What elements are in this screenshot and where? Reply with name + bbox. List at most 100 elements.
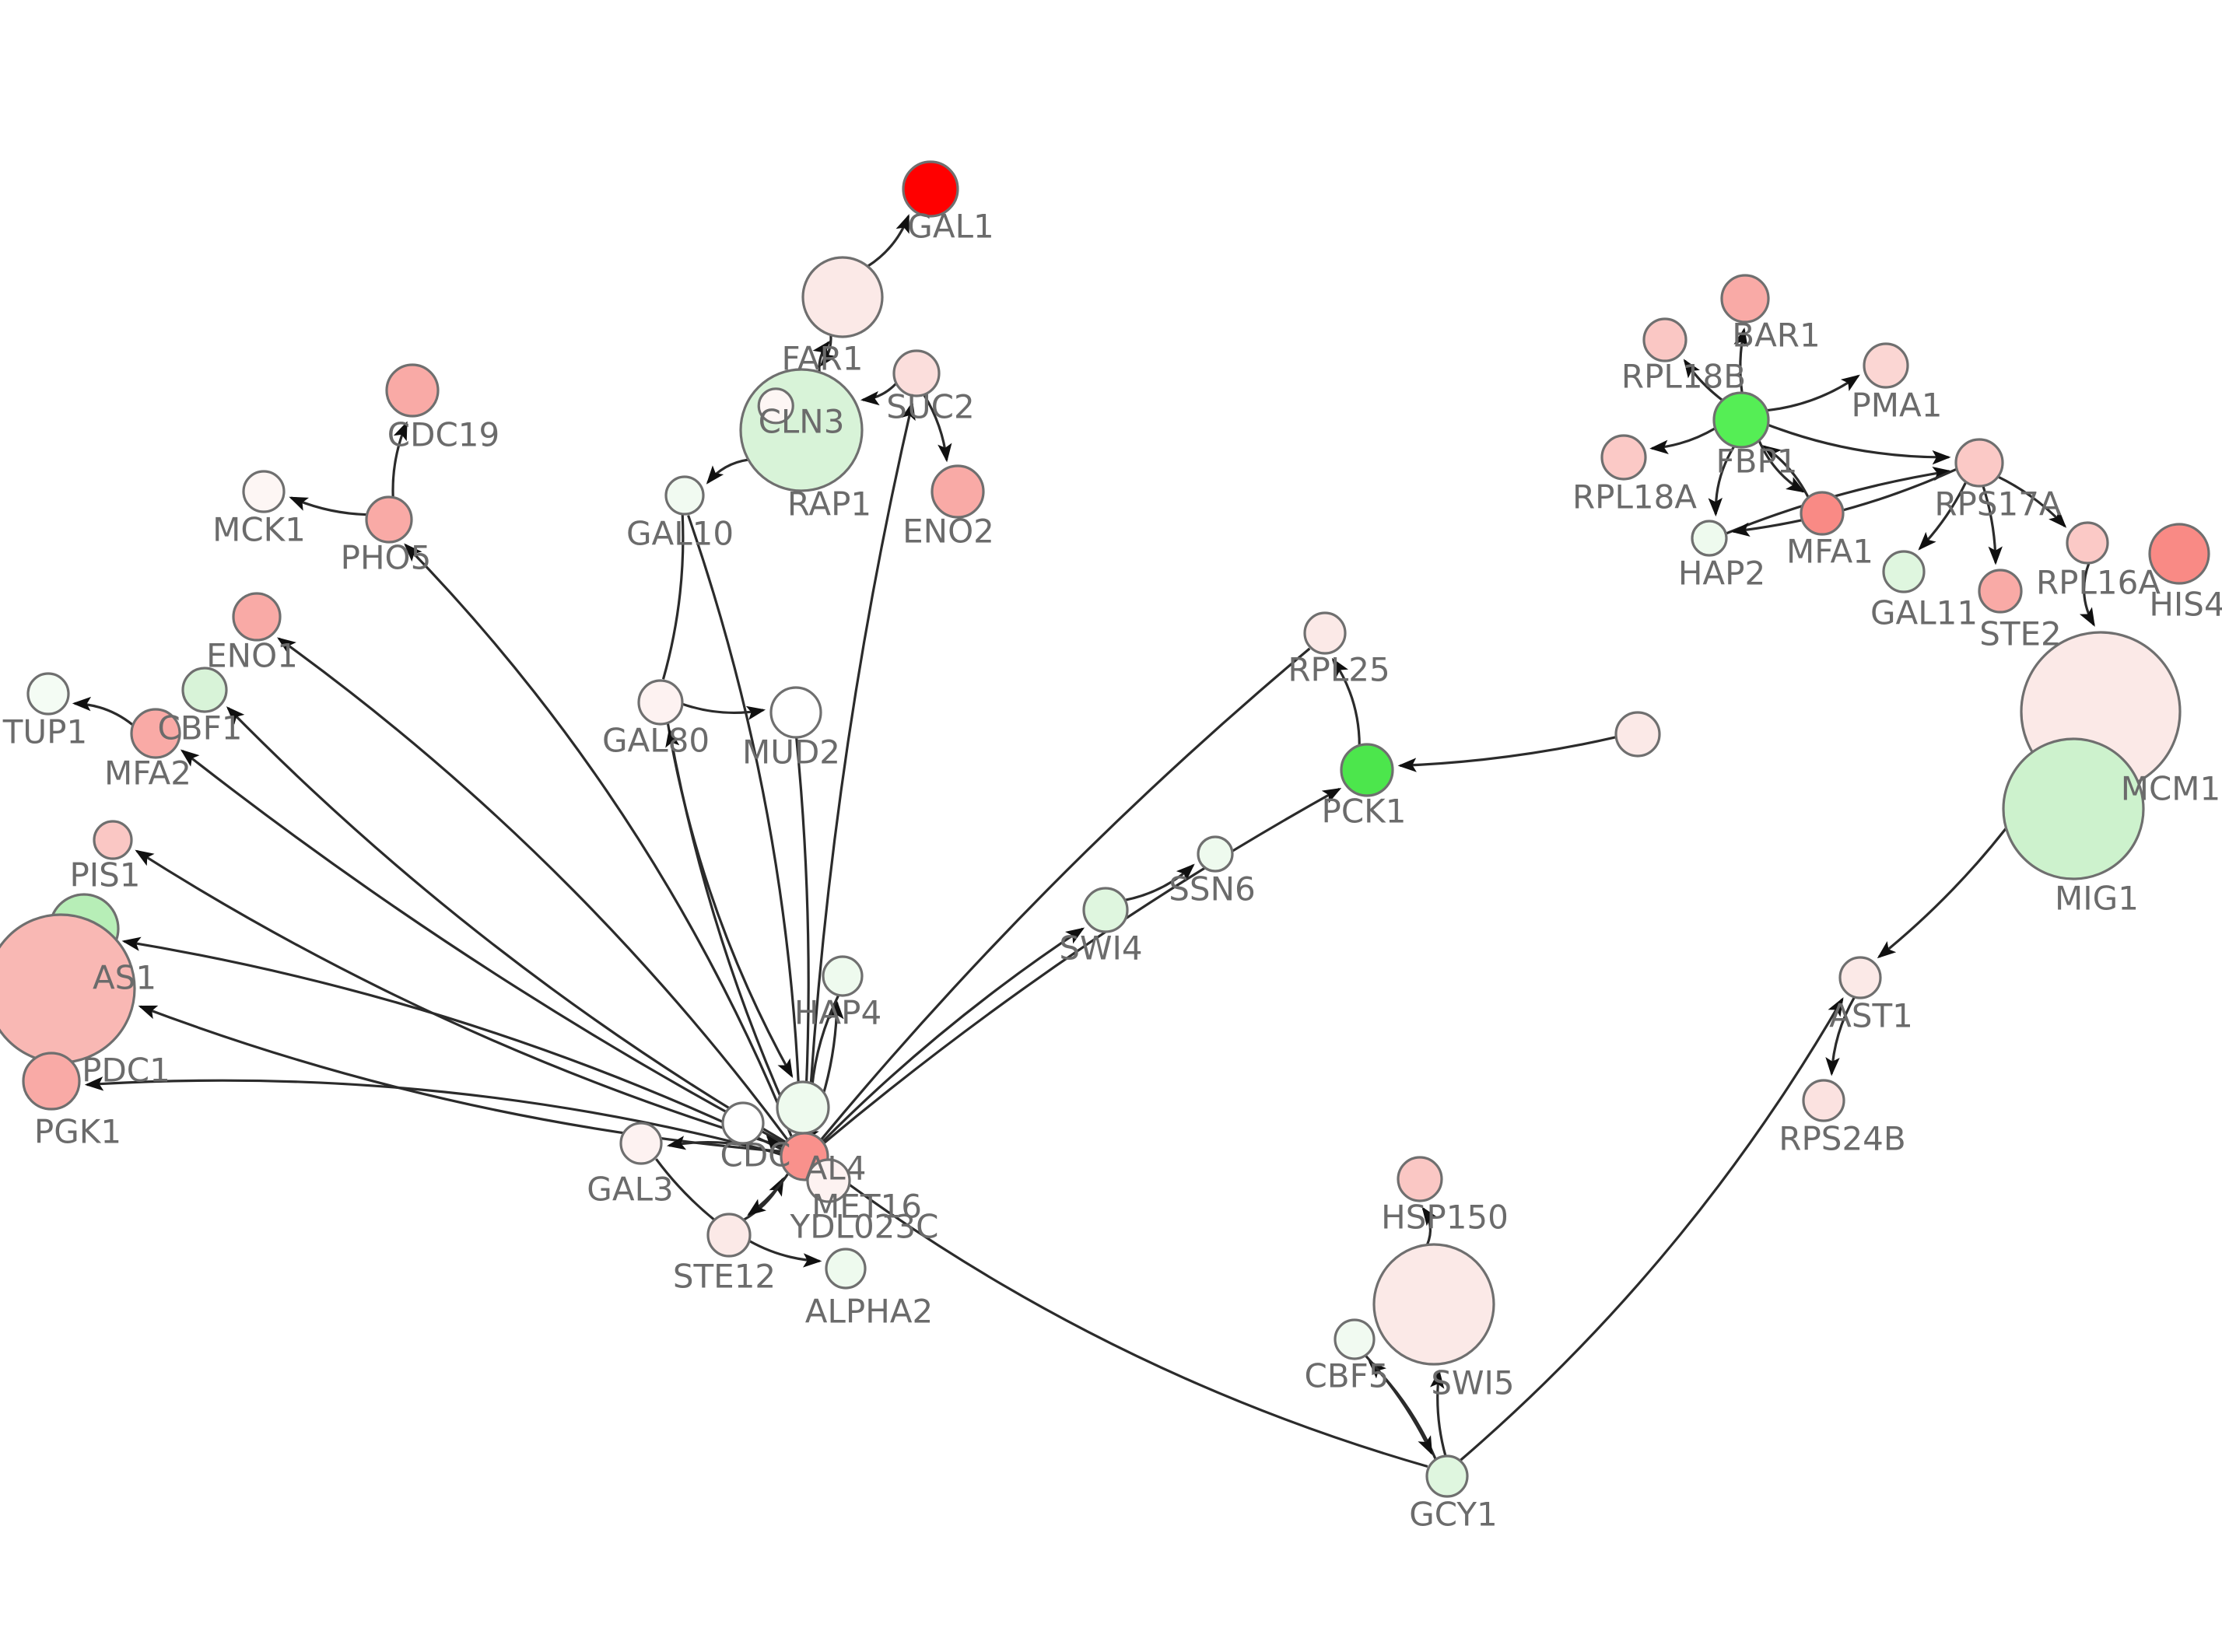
node-fbp1[interactable] [1712,391,1770,449]
node-bar1[interactable] [1720,274,1770,324]
node-ydl023c[interactable] [806,1158,851,1203]
node-swi5[interactable] [1372,1243,1495,1366]
node-ste12[interactable] [706,1213,752,1258]
node-gal10[interactable] [664,475,705,516]
node-eno2[interactable] [931,464,985,519]
edge-gal10-to-gal80 [661,513,685,680]
node-label-ste2: STE2 [1979,615,2062,653]
edge-gal4-to-eno1 [277,637,789,1141]
node-ste2[interactable] [1978,569,2023,614]
node-label-rpl25: RPL25 [1288,651,1390,689]
node-layer [0,160,2210,1498]
node-met16[interactable] [776,1080,830,1135]
node-label-cdc: CDC [720,1136,791,1174]
node-mfa1[interactable] [1800,491,1845,536]
node-rps24b[interactable] [1802,1079,1845,1122]
node-label-bar1: BAR1 [1732,317,1820,355]
node-label-mcm1: MCM1 [2121,770,2221,808]
node-rpl18b[interactable] [1642,317,1688,362]
node-far1[interactable] [801,256,884,338]
edge-rps17a-to-gal11 [1918,481,1968,551]
edge-fbp1-to-bar1 [1733,327,1748,394]
edge-ast1-to-rps24b [1825,996,1856,1076]
node-label-cln3: CLN3 [759,403,845,441]
node-label-rpl18b: RPL18B [1621,358,1746,396]
edge-suc2-to-cln3 [860,382,898,406]
node-label-pho5: PHO5 [341,539,432,577]
node-label-mfa2: MFA2 [104,754,191,793]
node-cbf5[interactable] [1334,1318,1376,1360]
edge-mud2-to-gal4 [795,737,810,1132]
edge-pho5-to-mck1 [289,496,367,516]
node-eno1[interactable] [232,592,282,642]
node-pma1[interactable] [1863,342,1909,389]
edge-suc2-to-eno2 [923,394,952,463]
node-pck1[interactable] [1340,743,1394,797]
node-mud2[interactable] [769,686,822,739]
node-hsp150[interactable] [1397,1156,1443,1202]
node-rpl25[interactable] [1303,611,1347,655]
node-hap4[interactable] [822,955,864,997]
node-tup1[interactable] [26,672,70,716]
node-label-gal4: AL4 [805,1150,867,1188]
node-swi4[interactable] [1082,887,1129,933]
node-label-cbf5: CBF5 [1304,1357,1389,1395]
node-label-cbf1: CBF1 [157,709,242,747]
node-rps17a[interactable] [1954,438,2004,488]
node-gal3[interactable] [619,1122,663,1165]
edge-gal4-to-pho5 [404,543,794,1138]
edge-gal4-to-swi4 [822,927,1085,1143]
node-rpl18a[interactable] [1600,434,1647,481]
node-gcy1[interactable] [1425,1454,1469,1498]
node-label-gal10: GAL10 [626,515,734,553]
edge-gal4-to-pis1 [135,849,784,1149]
node-label-alpha2: ALPHA2 [805,1293,934,1331]
node-mck1[interactable] [242,470,286,513]
node-suc2[interactable] [892,349,941,397]
node-label-tup1: TUP1 [2,713,87,751]
node-label-hap4: HAP4 [794,994,881,1032]
node-mig1[interactable] [2002,737,2145,880]
edge-gal4-to-gal80 [665,728,799,1136]
node-label-pdc1: PDC1 [82,1052,170,1090]
edge-gal4-to-ste12 [747,1172,790,1216]
node-hap2[interactable] [1691,520,1728,557]
node-label-gal80: GAL80 [602,722,710,760]
node-ast1[interactable] [1838,956,1882,999]
node-label-cdc19: CDC19 [387,416,499,454]
node-label-pgk1: PGK1 [34,1113,121,1151]
node-gal80[interactable] [637,679,684,726]
node-pis1[interactable] [93,820,133,860]
edge-gal80-to-mud2 [682,702,766,720]
node-alpha2[interactable] [825,1248,867,1290]
node-hub_r[interactable] [1614,711,1661,758]
node-gal1[interactable] [902,160,959,218]
node-cdc19[interactable] [385,363,440,418]
node-ssn6[interactable] [1197,835,1234,873]
node-label-pma1: PMA1 [1851,387,1942,425]
node-pgk1[interactable] [22,1052,81,1111]
edge-gal4-to-mfa2 [180,749,786,1146]
node-label-rps24b: RPS24B [1779,1120,1905,1158]
node-gal11[interactable] [1882,550,1926,593]
node-label-met16: MET16 [811,1188,922,1226]
edge-fbp1-to-rpl18b [1683,359,1723,401]
edge-mfa1-to-fbp1 [1762,445,1810,499]
node-pho5[interactable] [365,495,413,544]
node-cbf1[interactable] [181,667,228,713]
node-label-gal3: GAL3 [587,1171,673,1209]
node-label-gal11: GAL11 [1870,594,1978,632]
node-rpl16a[interactable] [2066,521,2109,565]
edge-layer [72,214,2095,1468]
node-label-suc2: SUC2 [886,388,974,426]
node-label-rps17a: RPS17A [1934,485,2062,523]
node-label-ssn6: SSN6 [1169,870,1255,908]
node-cdc[interactable] [721,1101,765,1145]
edge-swi4-to-ssn6 [1124,863,1195,901]
node-mfa2[interactable] [130,708,181,759]
node-cln3[interactable] [739,368,864,492]
label-layer: GAL1 FAR1 SUC2 ENO2 CLN3 RAP1 GAL10 CDC19 MCK1 PH… [2,208,2222,1534]
edge-gal4-to-tas1 [121,936,783,1151]
node-his4[interactable] [2148,523,2210,585]
